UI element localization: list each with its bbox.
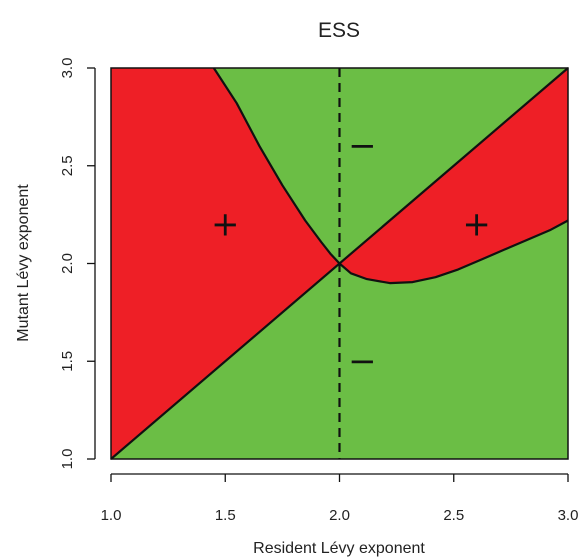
x-tick-label: 1.5 <box>215 507 236 524</box>
x-tick-label: 2.5 <box>443 507 464 524</box>
y-axis-label: Mutant Lévy exponent <box>15 184 32 342</box>
plus-sign-1: + <box>462 204 491 244</box>
y-axis: 1.0 1.5 2.0 2.5 3.0 <box>59 58 96 470</box>
positive-region-right <box>339 68 568 284</box>
y-tick-label: 1.0 <box>59 449 76 470</box>
positive-region-left <box>111 68 340 459</box>
x-tick-label: 2.0 <box>329 507 350 524</box>
y-tick-label: 3.0 <box>59 58 76 79</box>
x-axis-label: Resident Lévy exponent <box>253 540 425 557</box>
minus-sign-3: − <box>348 341 377 381</box>
y-tick-label: 1.5 <box>59 351 76 372</box>
y-tick-label: 2.5 <box>59 155 76 176</box>
x-axis: 1.0 1.5 2.0 2.5 3.0 <box>101 473 579 524</box>
plot-frame <box>110 67 569 460</box>
plus-sign-0: + <box>211 204 240 244</box>
boundary-lines <box>110 67 569 460</box>
y-tick-label: 2.0 <box>59 253 76 274</box>
boundary-curve <box>212 67 569 285</box>
minus-sign-2: − <box>348 126 377 166</box>
x-tick-label: 1.0 <box>101 507 122 524</box>
x-tick-label: 3.0 <box>558 507 579 524</box>
region-signs: + + − − <box>211 126 491 381</box>
chart-title: ESS <box>318 19 360 42</box>
